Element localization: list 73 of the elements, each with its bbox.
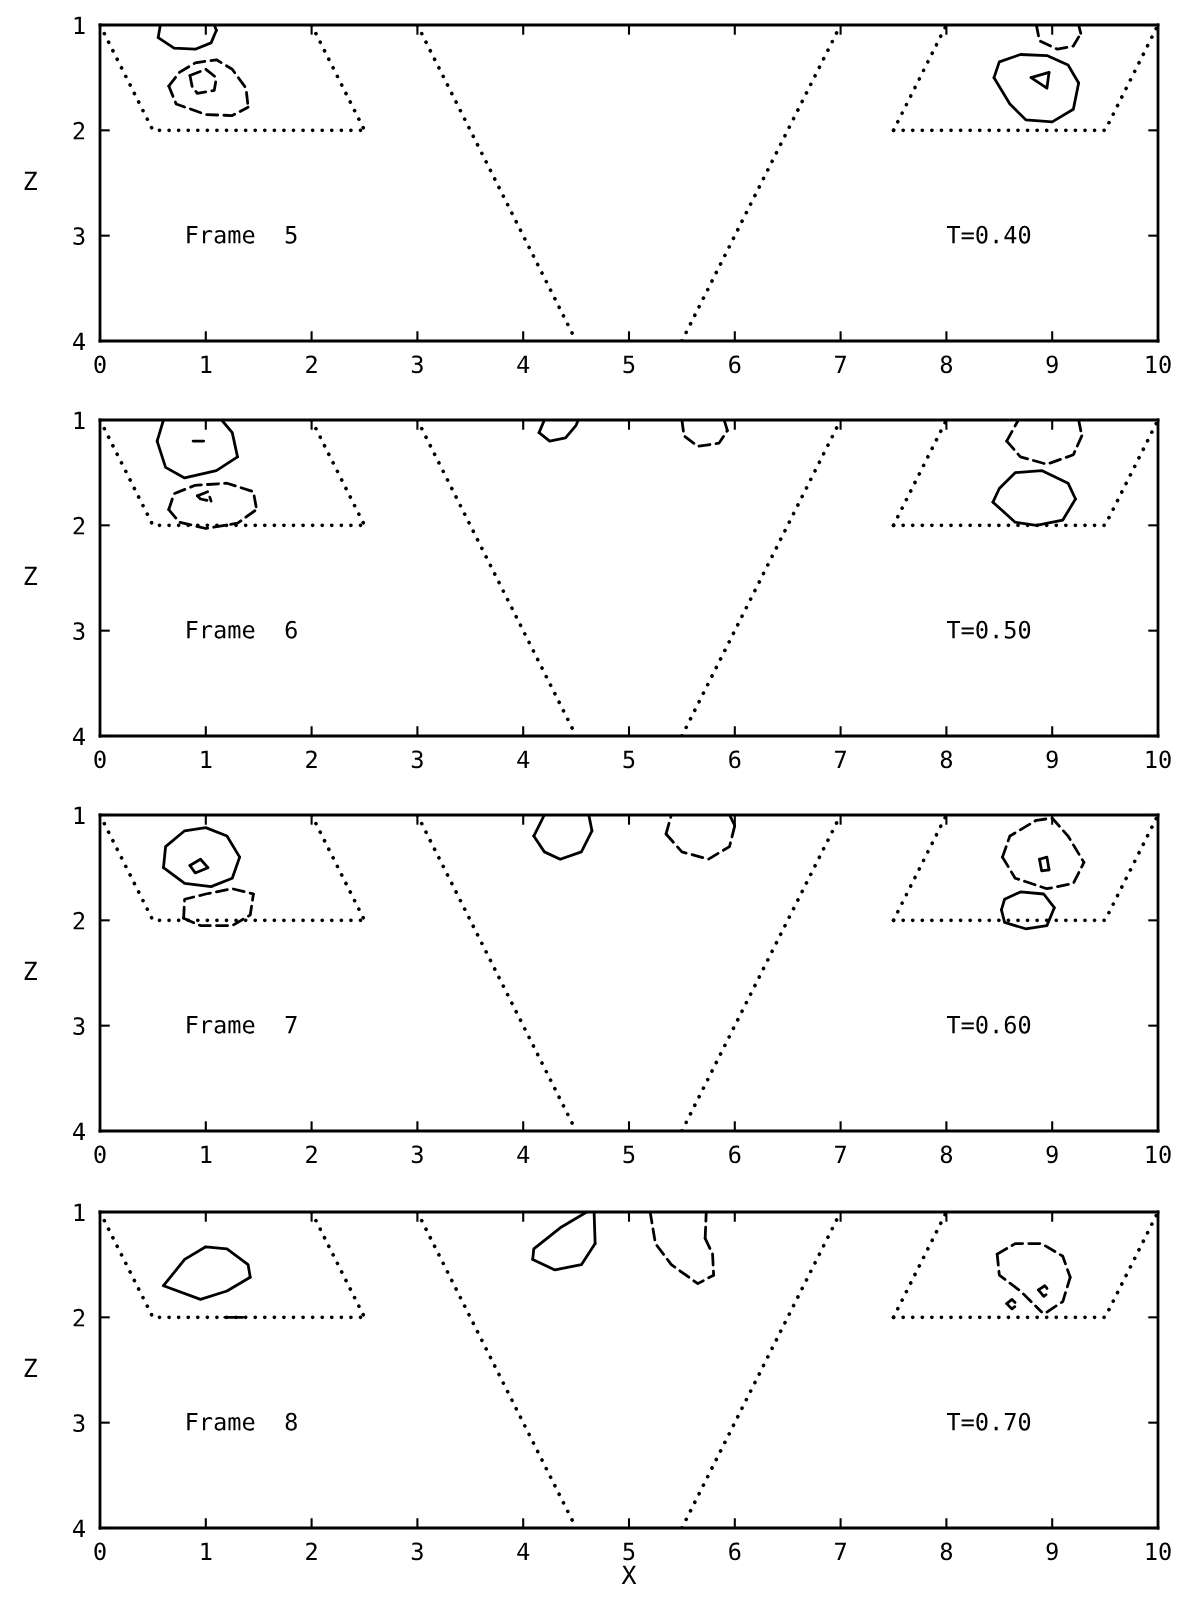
x-tick-label: 3 bbox=[411, 355, 423, 374]
x-tick-label: 9 bbox=[1046, 355, 1058, 374]
x-tick-label: 8 bbox=[940, 1145, 952, 1164]
x-tick-label: 5 bbox=[623, 355, 635, 374]
x-tick-label: 7 bbox=[835, 1145, 846, 1163]
x-tick-label: 6 bbox=[729, 750, 741, 769]
annotation: T=0.40 bbox=[946, 225, 1031, 244]
x-tick-label: 8 bbox=[940, 1542, 952, 1561]
y-tick-label: 4 bbox=[73, 332, 85, 351]
x-tick-label: 1 bbox=[201, 1145, 212, 1163]
annotation: Frame 8 bbox=[187, 1412, 297, 1431]
x-tick-label: 7 bbox=[835, 355, 846, 373]
y-tick-label: 3 bbox=[73, 622, 85, 641]
y-tick-label: 2 bbox=[73, 1308, 85, 1327]
x-tick-label: 10 bbox=[1146, 1542, 1171, 1561]
x-tick-label: 2 bbox=[306, 750, 317, 768]
x-tick-label: 3 bbox=[411, 1145, 423, 1164]
x-tick-label: 10 bbox=[1146, 750, 1171, 769]
x-tick-label: 10 bbox=[1146, 355, 1171, 374]
x-tick-label: 6 bbox=[729, 1145, 741, 1164]
y-tick-label: 3 bbox=[73, 227, 85, 246]
x-tick-label: 4 bbox=[517, 750, 530, 768]
x-tick-label: 1 bbox=[201, 750, 212, 768]
x-tick-label: 2 bbox=[306, 1145, 317, 1163]
y-tick-label: 4 bbox=[73, 727, 85, 746]
x-tick-label: 0 bbox=[94, 355, 106, 374]
y-tick-label: 2 bbox=[73, 911, 85, 930]
x-tick-label: 2 bbox=[306, 355, 317, 373]
y-tick-label: 1 bbox=[74, 806, 85, 825]
x-tick-label: 9 bbox=[1046, 750, 1058, 769]
y-tick-label: 3 bbox=[73, 1017, 85, 1036]
annotation: T=0.50 bbox=[946, 620, 1031, 639]
x-tick-label: 6 bbox=[729, 355, 741, 374]
x-tick-label: 9 bbox=[1046, 1542, 1058, 1561]
x-tick-label: 7 bbox=[835, 750, 846, 768]
x-tick-label: 4 bbox=[517, 1145, 530, 1163]
annotation: Frame 7 bbox=[187, 1016, 297, 1034]
annotation: T=0.60 bbox=[946, 1015, 1031, 1034]
x-tick-label: 0 bbox=[94, 1145, 106, 1164]
x-tick-label: 6 bbox=[729, 1542, 741, 1561]
x-tick-label: 5 bbox=[623, 1542, 635, 1561]
annotation: T=0.70 bbox=[946, 1412, 1031, 1431]
annotation: Frame 6 bbox=[187, 620, 297, 639]
y-axis-title: Z bbox=[24, 961, 37, 980]
x-tick-label: 3 bbox=[411, 750, 423, 769]
y-tick-label: 1 bbox=[74, 1203, 85, 1222]
x-tick-label: 0 bbox=[94, 750, 106, 769]
x-tick-label: 8 bbox=[940, 750, 952, 769]
annotation: Frame 5 bbox=[187, 226, 297, 244]
x-tick-label: 1 bbox=[201, 355, 212, 373]
y-tick-label: 4 bbox=[73, 1519, 85, 1538]
x-tick-label: 9 bbox=[1046, 1145, 1058, 1164]
x-tick-label: 10 bbox=[1146, 1145, 1171, 1164]
y-tick-label: 2 bbox=[73, 121, 85, 140]
x-tick-label: 2 bbox=[306, 1542, 317, 1560]
x-tick-label: 8 bbox=[940, 355, 952, 374]
y-tick-label: 3 bbox=[73, 1414, 85, 1433]
y-tick-label: 1 bbox=[74, 16, 85, 35]
x-axis-title: X bbox=[621, 1565, 637, 1584]
y-tick-label: 1 bbox=[74, 411, 85, 430]
x-tick-label: 7 bbox=[835, 1542, 846, 1560]
y-tick-label: 2 bbox=[73, 516, 85, 535]
x-tick-label: 4 bbox=[517, 355, 530, 373]
x-tick-label: 3 bbox=[411, 1542, 423, 1561]
x-tick-label: 0 bbox=[94, 1542, 106, 1561]
x-tick-label: 4 bbox=[517, 1542, 530, 1560]
x-tick-label: 1 bbox=[201, 1542, 212, 1560]
y-axis-title: Z bbox=[24, 566, 37, 585]
y-axis-title: Z bbox=[24, 1358, 37, 1377]
y-tick-label: 4 bbox=[73, 1122, 85, 1141]
x-tick-label: 5 bbox=[623, 1145, 635, 1164]
x-tick-label: 5 bbox=[623, 750, 635, 769]
y-axis-title: Z bbox=[24, 171, 37, 190]
